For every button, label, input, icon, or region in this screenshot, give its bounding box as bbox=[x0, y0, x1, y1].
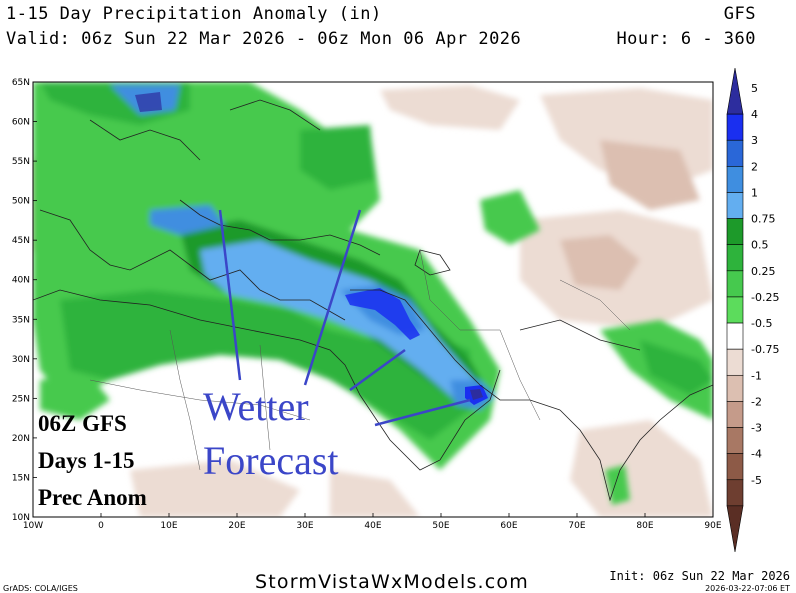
forecast-arrows bbox=[218, 209, 471, 427]
caption-line-3: Prec Anom bbox=[38, 485, 147, 510]
colorbar-label: 2 bbox=[751, 160, 758, 173]
colorbar-label: 4 bbox=[751, 108, 758, 121]
overlay-line-1: Wetter bbox=[203, 384, 309, 429]
chart-title: 1-15 Day Precipitation Anomaly (in) bbox=[6, 4, 382, 24]
model-name: GFS bbox=[723, 4, 756, 24]
valid-period: Valid: 06z Sun 22 Mar 2026 - 06z Mon 06 … bbox=[6, 29, 522, 49]
lat-label: 45N bbox=[12, 236, 30, 246]
lon-label: 70E bbox=[568, 521, 585, 531]
lat-label: 10N bbox=[12, 513, 30, 523]
lat-label: 65N bbox=[12, 78, 30, 88]
lon-label: 50E bbox=[432, 521, 449, 531]
lon-label: 40E bbox=[364, 521, 381, 531]
wet-anomaly-areas bbox=[33, 82, 713, 505]
forecast-hours: Hour: 6 - 360 bbox=[616, 29, 756, 49]
colorbar-label: -0.25 bbox=[751, 291, 779, 304]
lat-label: 30N bbox=[12, 355, 30, 365]
colorbar-label: -1 bbox=[751, 369, 762, 382]
lon-label: 90E bbox=[704, 521, 721, 531]
colorbar-label: -3 bbox=[751, 422, 762, 435]
colorbar-swatch bbox=[726, 244, 744, 272]
colorbar-label: 0.5 bbox=[751, 239, 769, 252]
colorbar-swatch bbox=[726, 479, 744, 507]
colorbar-swatch bbox=[726, 166, 744, 193]
longitude-axis: 10W 0 10E 20E 30E 40E 50E 60E 70E 80E 90E bbox=[23, 513, 722, 531]
colorbar-label: -2 bbox=[751, 395, 762, 408]
lat-label: 50N bbox=[12, 197, 30, 207]
colorbar: 5 4 3 2 1 0.75 0.5 0.25 -0.25 -0.5 -0.75 -1 -2 -3 -4 -5 bbox=[726, 67, 779, 553]
country-borders bbox=[89, 249, 631, 471]
lon-label: 60E bbox=[500, 521, 517, 531]
colorbar-label: -5 bbox=[751, 474, 762, 487]
website-label: StormVistaWxModels.com bbox=[255, 571, 529, 593]
colorbar-swatch bbox=[726, 401, 744, 428]
colorbar-swatch bbox=[726, 113, 744, 141]
caption-line-1: 06Z GFS bbox=[38, 411, 127, 436]
colorbar-label: -0.5 bbox=[751, 317, 772, 330]
deep-wet-core bbox=[135, 92, 488, 405]
latitude-axis: 65N 60N 55N 50N 45N 40N 35N 30N 25N 20N 15N 10N bbox=[12, 78, 37, 523]
init-time: Init: 06z Sun 22 Mar 2026 bbox=[609, 569, 790, 583]
colorbar-swatch bbox=[726, 453, 744, 481]
lat-label: 35N bbox=[12, 315, 30, 325]
colorbar-swatch bbox=[726, 218, 744, 246]
colorbar-label: 3 bbox=[751, 134, 758, 147]
colorbar-swatch bbox=[726, 322, 744, 350]
colorbar-swatch bbox=[726, 139, 744, 167]
lon-label: 20E bbox=[228, 521, 245, 531]
lat-label: 20N bbox=[12, 434, 30, 444]
lat-label: 15N bbox=[12, 473, 30, 483]
colorbar-swatch bbox=[726, 348, 744, 376]
lon-label: 0 bbox=[98, 521, 104, 531]
colorbar-swatch bbox=[726, 192, 744, 219]
colorbar-swatch bbox=[726, 67, 744, 115]
lat-label: 60N bbox=[12, 118, 30, 128]
lon-label: 10W bbox=[23, 521, 43, 531]
grads-credit: GrADS: COLA/IGES bbox=[3, 584, 78, 593]
colorbar-label: 0.75 bbox=[751, 213, 776, 226]
colorbar-label: 1 bbox=[751, 186, 758, 199]
colorbar-swatch bbox=[726, 505, 744, 553]
lon-label: 80E bbox=[636, 521, 653, 531]
colorbar-label: -4 bbox=[751, 448, 762, 461]
colorbar-swatch bbox=[726, 427, 744, 454]
colorbar-label: -0.75 bbox=[751, 343, 779, 356]
lat-label: 25N bbox=[12, 394, 30, 404]
colorbar-swatch bbox=[726, 270, 744, 298]
colorbar-label: 5 bbox=[751, 82, 758, 95]
lat-label: 55N bbox=[12, 157, 30, 167]
colorbar-swatch bbox=[726, 296, 744, 324]
generation-timestamp: 2026-03-22-07:06 ET bbox=[705, 584, 790, 593]
overlay-line-2: Forecast bbox=[203, 438, 339, 483]
caption-line-2: Days 1-15 bbox=[38, 448, 135, 473]
colorbar-swatch bbox=[726, 374, 744, 402]
anomaly-fields bbox=[33, 82, 713, 517]
lon-label: 10E bbox=[160, 521, 177, 531]
lat-label: 40N bbox=[12, 276, 30, 286]
lon-label: 30E bbox=[296, 521, 313, 531]
colorbar-label: 0.25 bbox=[751, 265, 776, 278]
